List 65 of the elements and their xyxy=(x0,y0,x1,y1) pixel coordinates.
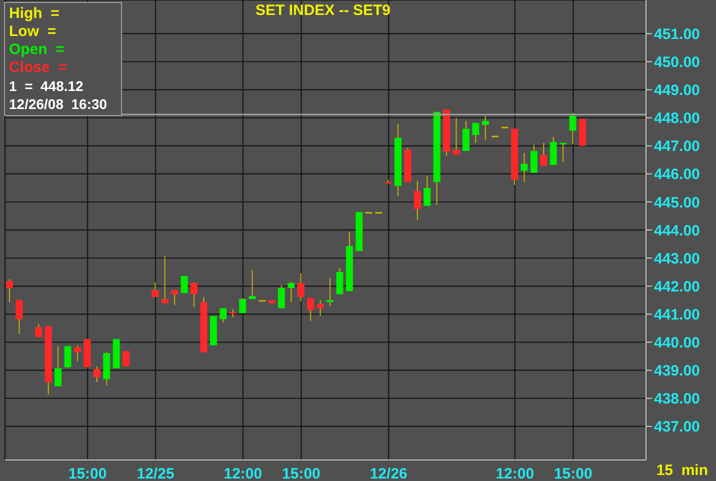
candlestick xyxy=(472,122,480,144)
y-tick-label: 444.00 xyxy=(654,222,700,240)
candlestick xyxy=(239,298,246,314)
x-tick-label: 12:00 xyxy=(496,466,534,481)
candlestick xyxy=(462,120,470,152)
y-tick-label: 437.00 xyxy=(654,418,700,436)
x-tick-label: 12/25 xyxy=(136,466,174,481)
candlestick xyxy=(93,366,100,383)
annotation: Close = xyxy=(9,59,68,77)
candlestick xyxy=(540,142,548,166)
candlestick xyxy=(190,282,198,308)
candlestick xyxy=(35,324,42,338)
y-tick-label: 451.00 xyxy=(654,26,700,43)
candlestick xyxy=(414,180,421,220)
candlestick xyxy=(288,282,295,303)
candlestick xyxy=(336,268,344,295)
candlestick xyxy=(171,290,178,306)
candlestick xyxy=(152,282,159,298)
candlestick xyxy=(520,152,528,183)
candlestick xyxy=(316,300,324,317)
candlestick xyxy=(64,346,72,369)
candlestick xyxy=(307,298,314,322)
chart-title: SET INDEX -- SET9 xyxy=(255,2,391,19)
y-tick-label: 443.00 xyxy=(654,250,700,268)
y-tick-label: 447.00 xyxy=(654,138,700,156)
y-tick-label: 438.00 xyxy=(654,390,700,408)
annotation: High = xyxy=(9,5,60,23)
candlestick xyxy=(16,300,23,335)
y-tick-label: 450.00 xyxy=(654,54,700,72)
y-tick-label: 439.00 xyxy=(654,362,700,380)
candlestick xyxy=(161,256,168,304)
candlestick xyxy=(220,308,227,323)
candlestick xyxy=(326,277,334,307)
y-tick-label: 442.00 xyxy=(654,278,700,296)
x-tick-label: 12/26 xyxy=(370,466,408,481)
y-tick-label: 445.00 xyxy=(654,194,700,212)
annotation: 1 = 448.12 xyxy=(9,77,84,95)
candlestick xyxy=(530,144,538,174)
annotation: 12/26/08 16:30 xyxy=(9,95,108,113)
candlestick xyxy=(452,117,460,156)
candlestick xyxy=(180,276,188,294)
annotation: Open = xyxy=(9,41,66,59)
candlestick xyxy=(424,175,431,206)
candlestick xyxy=(560,142,567,162)
y-tick-label: 440.00 xyxy=(654,334,700,352)
text: 15 min xyxy=(656,462,708,479)
x-tick-label: 15:00 xyxy=(282,466,320,481)
candlestick xyxy=(569,112,576,144)
y-tick-label: 441.00 xyxy=(654,306,700,324)
y-tick-label: 448.00 xyxy=(654,110,700,128)
candlestick xyxy=(54,346,62,387)
candlestick xyxy=(297,272,304,302)
x-tick-label: 12:00 xyxy=(224,466,262,481)
candlestick xyxy=(482,115,489,140)
candlestick xyxy=(278,284,285,309)
candlestick xyxy=(122,350,130,367)
candlestick xyxy=(6,278,13,303)
candlestick xyxy=(248,270,256,300)
candlestick xyxy=(550,136,557,166)
x-tick-label: 15:00 xyxy=(68,466,107,481)
y-tick-label: 449.00 xyxy=(654,82,700,100)
candlestick xyxy=(74,344,81,362)
annotation: Low = xyxy=(9,23,58,41)
y-tick-label: 446.00 xyxy=(654,166,700,184)
x-tick-label: 15:00 xyxy=(554,466,592,481)
